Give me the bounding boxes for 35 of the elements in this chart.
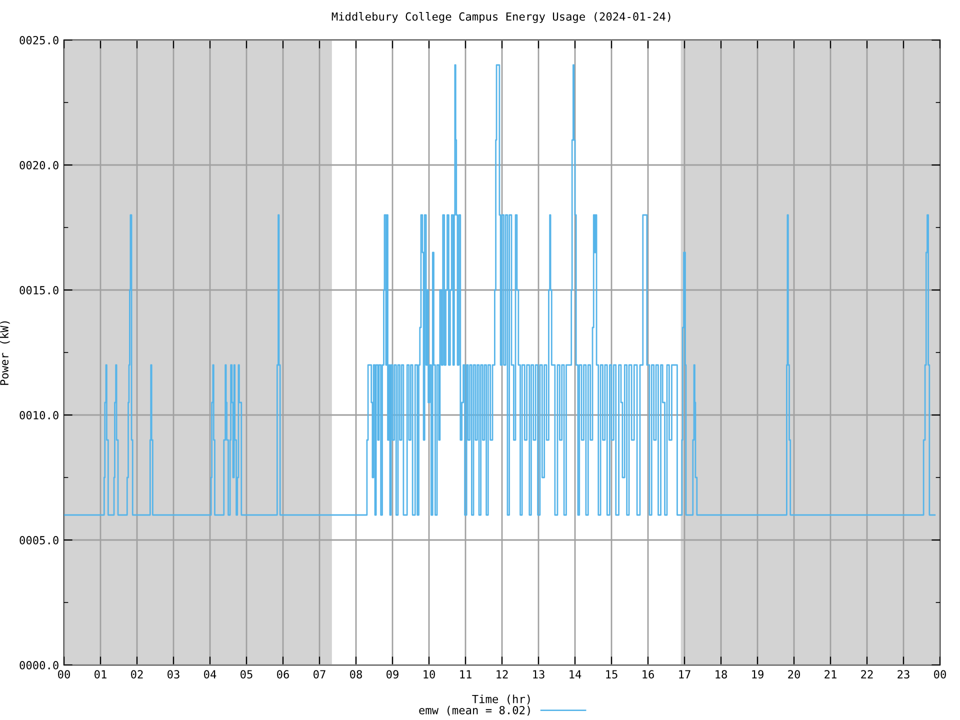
x-tick-label: 14 — [570, 670, 582, 678]
x-tick-label: 18 — [716, 670, 727, 679]
x-tick-label: 04 — [204, 670, 216, 679]
y-axis-title: Power (kW) — [0, 321, 10, 385]
x-tick-label: 09 — [386, 670, 398, 679]
x-tick-label: 00 — [934, 670, 946, 679]
x-tick-label: 05 — [240, 670, 252, 679]
x-tick-label: 17 — [679, 670, 690, 678]
x-tick-label: 15 — [606, 670, 618, 679]
x-tick-label: 21 — [824, 670, 836, 678]
x-tick-label: 23 — [898, 670, 910, 679]
x-tick-label: 13 — [533, 670, 544, 679]
y-tick-label: 0025.0 — [20, 36, 58, 44]
x-tick-label: 12 — [496, 670, 508, 678]
x-tick-label: 10 — [424, 670, 435, 679]
y-tick-label: 0000.0 — [20, 661, 58, 670]
x-tick-label: 20 — [788, 670, 800, 679]
y-tick-label: 0015.0 — [20, 286, 58, 294]
x-tick-label: 16 — [642, 670, 654, 679]
x-tick-label: 22 — [861, 670, 873, 678]
x-tick-label: 06 — [277, 670, 289, 679]
x-tick-label: 11 — [460, 670, 472, 678]
x-tick-label: 19 — [752, 670, 764, 679]
x-tick-label: 00 — [58, 670, 70, 679]
legend-label: emw (mean = 8.02) — [419, 706, 530, 716]
y-tick-label: 0005.0 — [20, 536, 58, 544]
x-tick-label: 07 — [314, 670, 326, 679]
y-tick-label: 0010.0 — [20, 411, 58, 420]
x-tick-label: 02 — [131, 670, 143, 679]
x-tick-label: 01 — [94, 670, 106, 679]
y-tick-label: 0020.0 — [20, 161, 58, 170]
x-tick-label: 08 — [350, 670, 362, 679]
x-axis-title: Time (hr) — [472, 694, 530, 705]
chart-title: Middlebury College Campus Energy Usage (2024-01-24) — [332, 12, 670, 23]
x-tick-label: 03 — [168, 670, 180, 679]
